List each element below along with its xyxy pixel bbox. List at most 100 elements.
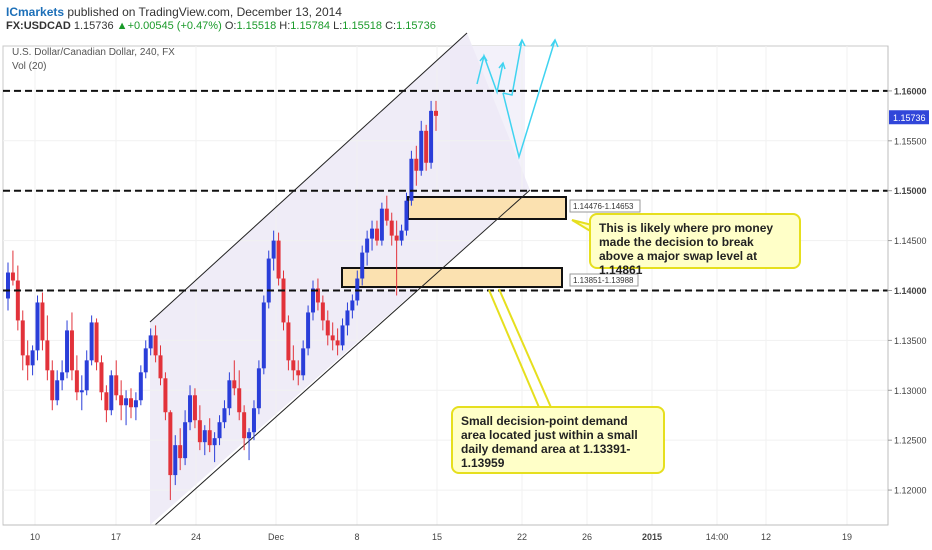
- candle: [374, 228, 379, 241]
- candle: [227, 380, 232, 409]
- candle: [399, 230, 404, 241]
- candle: [84, 360, 89, 391]
- candle: [158, 355, 163, 379]
- price-tick-label: 1.15500: [894, 136, 927, 146]
- candle: [30, 350, 35, 366]
- brand-link[interactable]: ICmarkets: [6, 5, 65, 19]
- arrow-head-icon: [498, 61, 506, 70]
- candle: [6, 272, 10, 299]
- candle: [276, 240, 281, 279]
- candle: [365, 238, 370, 253]
- low-label: L:: [333, 20, 343, 32]
- price-tick-label: 1.13000: [894, 386, 927, 396]
- zone-label-box: [569, 199, 641, 213]
- time-tick-label: 24: [191, 532, 201, 542]
- channel-upper-line: [149, 32, 468, 323]
- candle: [345, 310, 350, 326]
- candle: [153, 335, 158, 356]
- candle: [409, 158, 414, 201]
- candle: [296, 370, 301, 376]
- candle: [251, 408, 256, 433]
- zone-label: 1.14476-1.14653: [573, 202, 634, 211]
- candle: [301, 348, 306, 376]
- time-tick-label: 2015: [642, 532, 662, 542]
- price-tick-label: 1.12500: [894, 436, 927, 446]
- candle: [45, 340, 50, 371]
- candle: [163, 378, 168, 413]
- publish-line: ICmarkets published on TradingView.com, …: [6, 5, 342, 19]
- candle: [271, 240, 276, 259]
- candle: [138, 372, 143, 401]
- close-label: C:: [385, 20, 397, 32]
- candle: [148, 335, 153, 349]
- volume-label: Vol (20): [12, 61, 47, 72]
- candle: [128, 398, 133, 408]
- candle: [256, 368, 261, 409]
- candle: [424, 130, 429, 163]
- candle: [370, 228, 375, 239]
- candle: [74, 370, 79, 393]
- candle: [20, 320, 25, 356]
- channel-lower-line: [154, 189, 531, 526]
- projection-path-long: [502, 39, 556, 160]
- candle: [104, 392, 109, 411]
- candle: [232, 380, 237, 389]
- time-tick-label: 19: [842, 532, 852, 542]
- arrow-head-icon: [518, 38, 526, 47]
- chart-title: U.S. Dollar/Canadian Dollar, 240, FX: [12, 47, 175, 58]
- candle: [325, 320, 330, 336]
- candle: [320, 302, 325, 321]
- candle: [384, 208, 389, 221]
- candle: [247, 432, 252, 439]
- projection-path-short: [476, 53, 504, 95]
- candle: [55, 380, 60, 401]
- candle: [69, 330, 74, 371]
- open-value: 1.15518: [236, 20, 277, 32]
- candle: [79, 390, 84, 393]
- current-price-badge: [889, 110, 929, 125]
- time-tick-label: 17: [111, 532, 121, 542]
- candle: [94, 322, 99, 363]
- candle: [202, 430, 207, 443]
- time-tick-label: 15: [432, 532, 442, 542]
- candle: [291, 360, 296, 371]
- candle: [25, 355, 30, 366]
- price-tick-label: 1.16000: [894, 86, 927, 96]
- candle: [414, 158, 419, 171]
- symbol: FX:USDCAD: [6, 20, 71, 32]
- time-tick-label: Dec: [268, 532, 285, 542]
- candle: [404, 200, 409, 231]
- candle: [429, 110, 434, 163]
- candle: [183, 422, 188, 459]
- candle: [35, 302, 40, 351]
- current-price-label: 1.15736: [893, 113, 926, 123]
- time-tick-label: 12: [761, 532, 771, 542]
- callout-demand-area: Small decision-point demand area located…: [451, 406, 665, 474]
- candle: [379, 208, 384, 241]
- candle: [212, 438, 217, 446]
- quote-line: FX:USDCAD 1.15736 ▲+0.00545 (+0.47%) O:1…: [6, 20, 436, 32]
- arrow-head-icon: [479, 54, 488, 62]
- candle: [50, 370, 55, 401]
- price-tick-label: 1.12000: [894, 486, 927, 496]
- time-tick-label: 10: [30, 532, 40, 542]
- high-label: H:: [279, 20, 291, 32]
- time-tick-label: 8: [354, 532, 359, 542]
- candle: [360, 252, 365, 279]
- candle: [315, 288, 320, 303]
- candle: [261, 302, 266, 369]
- candle: [133, 400, 138, 408]
- candle: [89, 322, 94, 361]
- candle: [434, 110, 438, 116]
- arrow-head-icon: [550, 38, 559, 48]
- last-price: 1.15736: [73, 20, 114, 32]
- callout-pointer: [498, 288, 554, 413]
- price-tick-label: 1.15000: [894, 186, 927, 196]
- candle: [99, 362, 104, 393]
- candle: [394, 235, 399, 241]
- candle: [124, 398, 129, 406]
- candle: [237, 388, 242, 413]
- time-tick-label: 14:00: [706, 532, 729, 542]
- candle: [65, 330, 70, 373]
